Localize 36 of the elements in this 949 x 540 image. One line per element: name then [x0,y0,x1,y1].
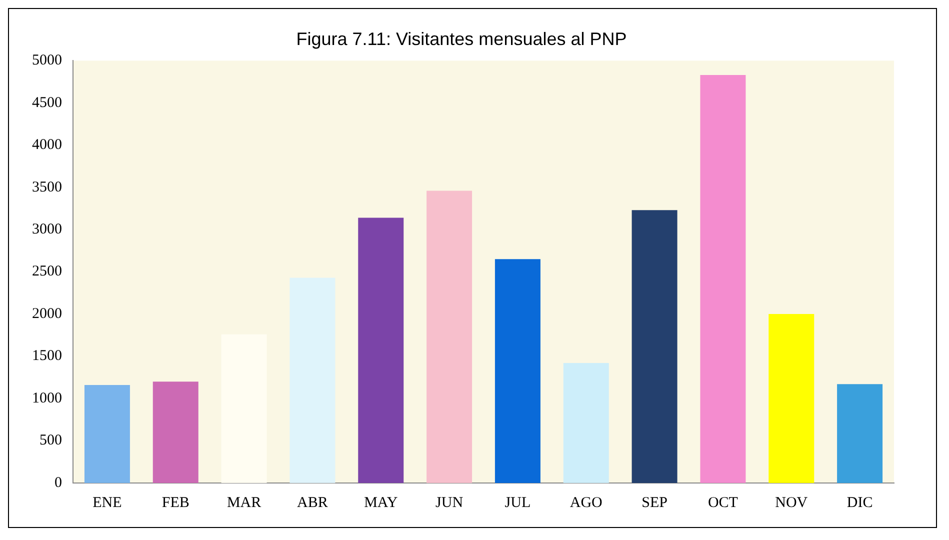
y-tick-label: 1000 [32,390,62,406]
y-tick-label: 4000 [32,137,62,154]
x-tick-label: ENE [92,494,122,511]
x-tick-label: MAY [364,494,398,511]
bar [221,334,267,483]
x-tick-label: SEP [642,494,668,511]
y-tick-label: 2000 [32,306,62,322]
y-tick-label: 1500 [32,348,62,364]
bar [563,363,609,483]
chart-title: Figura 7.11: Visitantes mensuales al PNP [296,28,627,49]
y-tick-label: 3500 [32,179,62,196]
x-tick-label: DIC [846,494,873,511]
y-tick-label: 2500 [32,264,62,280]
y-tick-label: 5000 [32,52,62,69]
y-tick-label: 3000 [32,221,62,238]
x-tick-label: JUN [436,494,464,511]
bar [700,74,746,483]
bar [152,382,198,483]
bar [290,278,336,483]
bar [84,385,130,483]
bar [494,259,540,483]
y-tick-label: 0 [54,474,62,491]
x-tick-label: AGO [570,494,603,511]
x-tick-label: OCT [708,494,738,511]
bar [632,210,678,483]
bar [358,218,404,483]
bar [426,190,472,483]
x-tick-label: NOV [775,494,808,511]
bar [837,384,883,483]
x-tick-label: FEB [162,494,190,511]
x-tick-label: MAR [226,494,262,511]
x-tick-label: ABR [297,494,328,511]
y-tick-label: 500 [40,432,62,449]
bar [768,314,814,483]
y-tick-label: 4500 [32,94,62,111]
x-tick-label: JUL [504,494,531,511]
